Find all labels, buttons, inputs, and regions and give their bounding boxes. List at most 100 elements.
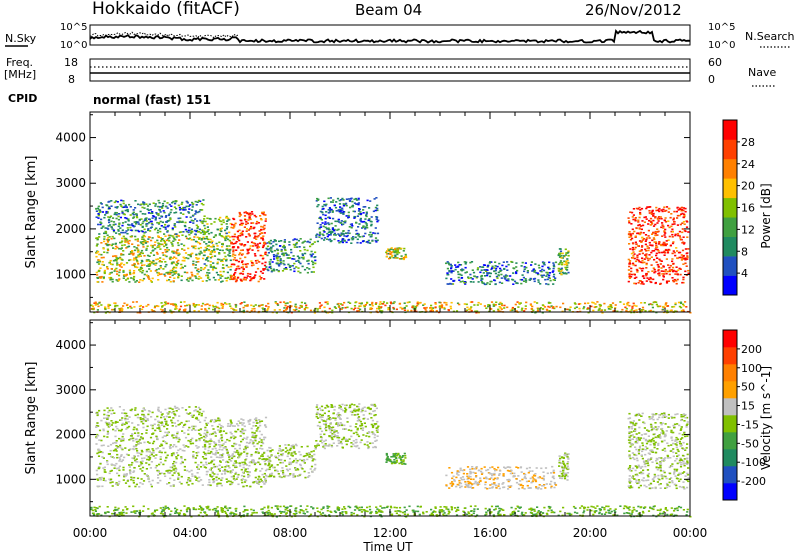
power-cell	[197, 199, 200, 202]
power-cell	[638, 216, 641, 219]
power-cell	[440, 306, 443, 309]
velocity-cell	[165, 422, 168, 424]
power-cell	[98, 253, 101, 256]
velocity-cell	[146, 425, 149, 428]
power-cell	[671, 306, 674, 308]
power-cell	[168, 240, 171, 242]
velocity-cell	[139, 461, 142, 463]
power-cell	[263, 227, 266, 230]
power-cell	[677, 269, 680, 272]
velocity-cell	[243, 448, 246, 451]
power-cell	[261, 232, 264, 234]
power-cell	[575, 306, 578, 308]
power-cell	[367, 241, 370, 244]
power-cell	[239, 234, 242, 237]
velocity-cell	[216, 452, 220, 454]
velocity-cell	[191, 475, 194, 477]
power-cell	[278, 265, 281, 267]
power-cell	[173, 212, 176, 214]
velocity-cell	[101, 485, 104, 488]
power-cell	[519, 278, 522, 281]
velocity-cell	[257, 483, 260, 485]
power-cell	[560, 257, 563, 259]
power-cell	[369, 220, 372, 223]
power-cell	[644, 310, 647, 312]
power-cell	[192, 302, 195, 305]
power-cell	[129, 273, 132, 276]
power-cell	[240, 266, 243, 269]
power-cell	[303, 308, 306, 310]
power-cell	[663, 273, 666, 275]
power-cell	[115, 217, 118, 220]
velocity-cell	[258, 441, 261, 443]
velocity-cell	[211, 478, 215, 481]
velocity-cell	[252, 425, 255, 427]
power-cell	[358, 208, 361, 210]
power-cell	[561, 310, 564, 313]
power-cell	[119, 203, 122, 206]
velocity-cell	[268, 446, 271, 449]
velocity-cell	[197, 446, 200, 448]
power-cell	[167, 220, 170, 222]
power-cell	[235, 304, 238, 306]
power-cell	[649, 278, 652, 280]
power-cell	[194, 200, 197, 203]
velocity-cell	[149, 454, 152, 457]
power-cell	[118, 309, 121, 312]
power-cell	[398, 303, 401, 305]
velocity-cell	[97, 448, 100, 451]
power-cell	[457, 265, 460, 268]
power-cell	[262, 268, 265, 270]
power-cell	[103, 251, 106, 253]
power-cell	[121, 244, 124, 247]
power-cell	[392, 249, 395, 251]
power-cell	[680, 309, 683, 312]
power-cell	[159, 230, 162, 233]
power-cell	[657, 250, 660, 252]
velocity-cell	[251, 459, 254, 462]
power-cell	[110, 268, 113, 270]
power-cell	[151, 277, 154, 280]
power-cell	[406, 301, 409, 304]
power-cell	[342, 223, 345, 225]
velocity-cell	[219, 456, 222, 459]
power-cell	[204, 246, 207, 249]
power-cell	[323, 239, 326, 241]
power-cell	[258, 242, 262, 245]
power-cell	[684, 270, 687, 273]
power-cell	[247, 252, 250, 254]
power-cell	[656, 234, 659, 236]
velocity-cell	[294, 443, 297, 446]
power-cell	[494, 272, 497, 275]
velocity-cell	[166, 424, 169, 426]
velocity-cell	[238, 456, 241, 458]
power-cell	[177, 252, 180, 254]
power-cell	[341, 197, 344, 200]
power-cell	[263, 242, 266, 244]
power-cell	[446, 261, 449, 263]
power-cell	[252, 222, 255, 224]
power-cell	[221, 242, 224, 245]
power-cell	[123, 237, 126, 240]
power-cell	[246, 310, 249, 313]
power-cell	[248, 217, 251, 219]
velocity-cell	[171, 411, 174, 414]
power-cell	[512, 267, 515, 269]
power-cell	[250, 278, 253, 281]
velocity-cell	[219, 444, 222, 446]
power-cell	[590, 305, 593, 308]
velocity-cell	[253, 434, 256, 437]
velocity-cell	[161, 413, 164, 415]
power-cell	[155, 258, 158, 261]
velocity-cell	[145, 429, 148, 431]
velocity-cell	[202, 446, 205, 448]
power-cell	[125, 262, 129, 264]
power-cell	[250, 227, 253, 229]
power-cell	[655, 301, 658, 303]
power-cell	[524, 281, 528, 283]
velocity-cell	[171, 435, 174, 437]
velocity-cell	[98, 409, 101, 412]
power-cell	[266, 248, 269, 251]
velocity-cell	[165, 442, 168, 445]
power-cell	[153, 228, 157, 231]
